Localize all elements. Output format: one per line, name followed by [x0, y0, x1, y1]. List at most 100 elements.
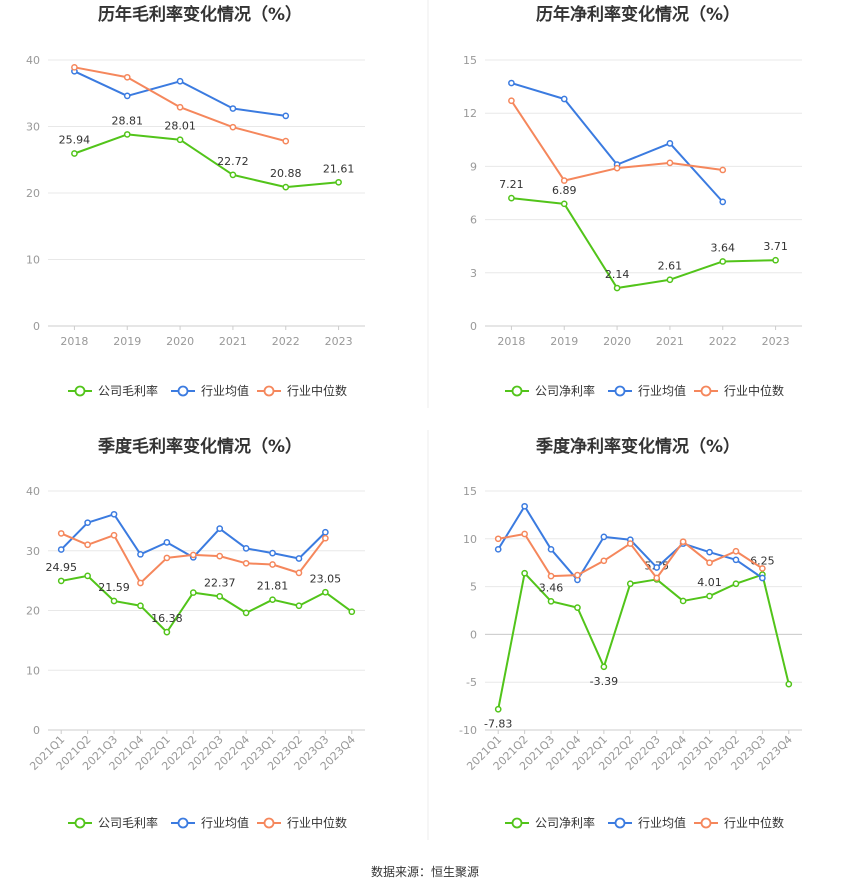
data-point: [732, 556, 740, 564]
legend-label: 行业均值: [638, 815, 686, 830]
data-point: [600, 557, 608, 565]
y-tick-label: 10: [26, 664, 40, 677]
data-point: [547, 545, 555, 553]
data-point: [216, 525, 224, 532]
data-source-note: 数据来源：恒生聚源: [371, 864, 479, 879]
legend-label: 行业中位数: [287, 815, 347, 830]
data-label: 25.94: [59, 133, 91, 146]
legend-marker-icon: [700, 385, 712, 397]
data-point: [269, 596, 276, 604]
y-tick-label: 9: [470, 160, 477, 173]
data-point: [269, 549, 276, 557]
legend-marker-icon: [263, 817, 275, 829]
data-label: 24.95: [45, 561, 77, 574]
data-point: [653, 574, 661, 582]
y-tick-label: 0: [33, 724, 40, 737]
data-point: [772, 256, 779, 264]
data-point: [123, 92, 131, 100]
data-point: [123, 73, 131, 81]
data-point: [216, 552, 224, 560]
x-tick-label: 2018: [60, 335, 88, 348]
y-tick-label: 40: [26, 485, 40, 498]
chart-title: 季度毛利率变化情况（%）: [98, 436, 302, 457]
y-tick-label: 0: [470, 628, 477, 641]
data-label: 4.01: [697, 576, 722, 589]
legend-item[interactable]: 公司净利率: [505, 815, 595, 830]
data-point: [679, 538, 687, 546]
data-label: 21.59: [98, 581, 130, 594]
data-point: [574, 571, 581, 579]
data-point: [335, 178, 342, 186]
data-label: 23.05: [310, 572, 342, 585]
data-point: [666, 139, 674, 147]
data-label: 21.81: [257, 580, 289, 593]
data-point: [560, 200, 568, 208]
data-point: [110, 510, 118, 518]
data-point: [613, 164, 621, 172]
data-point: [57, 546, 65, 553]
data-point: [706, 559, 713, 567]
data-point: [521, 530, 528, 538]
data-point: [71, 150, 78, 157]
legend-item[interactable]: 行业中位数: [257, 383, 347, 398]
data-point: [732, 580, 740, 588]
data-point: [719, 166, 727, 174]
y-tick-label: -10: [459, 724, 477, 737]
legend-item[interactable]: 公司净利率: [505, 383, 595, 398]
x-tick-label: 2021: [656, 335, 684, 348]
chart-title: 历年毛利率变化情况（%）: [98, 4, 302, 25]
data-point: [521, 502, 528, 510]
data-label: 21.61: [323, 162, 355, 175]
data-point: [626, 580, 634, 588]
legend-item[interactable]: 行业中位数: [257, 815, 347, 830]
data-point: [322, 588, 329, 596]
data-label: 28.01: [164, 120, 196, 133]
legend-item[interactable]: 公司毛利率: [68, 383, 158, 398]
data-label: -7.83: [484, 717, 512, 730]
chart-title: 历年净利率变化情况（%）: [536, 4, 740, 25]
y-tick-label: 0: [33, 320, 40, 333]
legend-item[interactable]: 行业均值: [171, 383, 249, 398]
series-line: [497, 572, 790, 710]
series-line: [74, 133, 339, 189]
data-point: [600, 663, 608, 671]
legend-label: 行业中位数: [724, 383, 784, 398]
legend-item[interactable]: 行业均值: [608, 815, 686, 830]
x-tick-label: 2022: [709, 335, 737, 348]
quarterly-gross-margin-chart: 季度毛利率变化情况（%） 0102030402021Q12021Q22021Q3…: [26, 436, 365, 830]
y-tick-label: 40: [26, 54, 40, 67]
data-point: [242, 545, 250, 552]
legend-item[interactable]: 行业中位数: [694, 815, 784, 830]
data-point: [71, 63, 78, 71]
data-point: [269, 561, 276, 568]
y-tick-label: 15: [463, 485, 477, 498]
data-point: [189, 589, 197, 596]
data-label: 2.14: [605, 268, 630, 281]
y-tick-label: 10: [26, 254, 40, 267]
data-point: [547, 572, 555, 580]
series-line: [511, 82, 724, 203]
y-tick-label: 15: [463, 54, 477, 67]
legend-label: 公司毛利率: [98, 383, 158, 398]
data-label: -3.39: [590, 675, 618, 688]
data-label: 3.46: [539, 581, 564, 594]
legend-item[interactable]: 行业中位数: [694, 383, 784, 398]
legend-item[interactable]: 行业均值: [608, 383, 686, 398]
data-label: 20.88: [270, 167, 302, 180]
data-point: [785, 680, 793, 688]
y-tick-label: -5: [466, 676, 477, 689]
data-point: [494, 535, 502, 543]
data-point: [176, 77, 184, 85]
data-point: [679, 597, 687, 605]
legend-label: 行业中位数: [287, 383, 347, 398]
data-point: [653, 564, 661, 571]
data-point: [163, 554, 171, 562]
data-point: [348, 608, 356, 616]
data-point: [176, 136, 184, 144]
data-label: 16.38: [151, 612, 183, 625]
legend-label: 行业中位数: [724, 815, 784, 830]
legend-item[interactable]: 公司毛利率: [68, 815, 158, 830]
legend-item[interactable]: 行业均值: [171, 815, 249, 830]
data-point: [57, 530, 65, 537]
data-point: [282, 183, 290, 191]
